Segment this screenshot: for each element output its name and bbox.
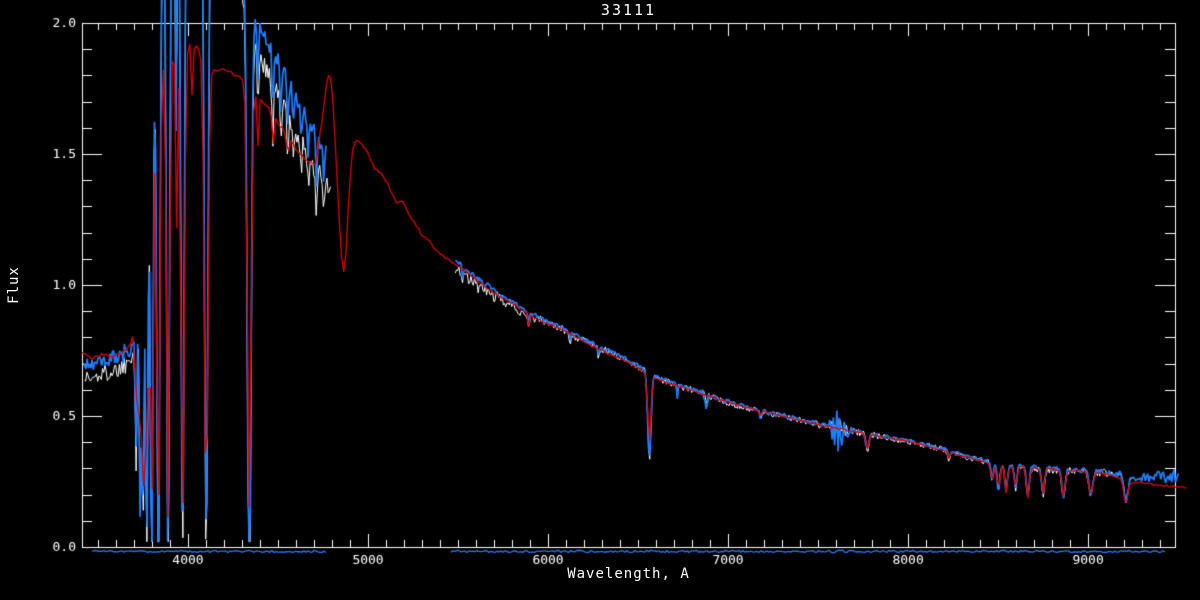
- plot-title: 33111: [600, 1, 657, 19]
- y-axis-label: Flux: [6, 266, 22, 304]
- x-axis-label: Wavelength, A: [567, 566, 690, 582]
